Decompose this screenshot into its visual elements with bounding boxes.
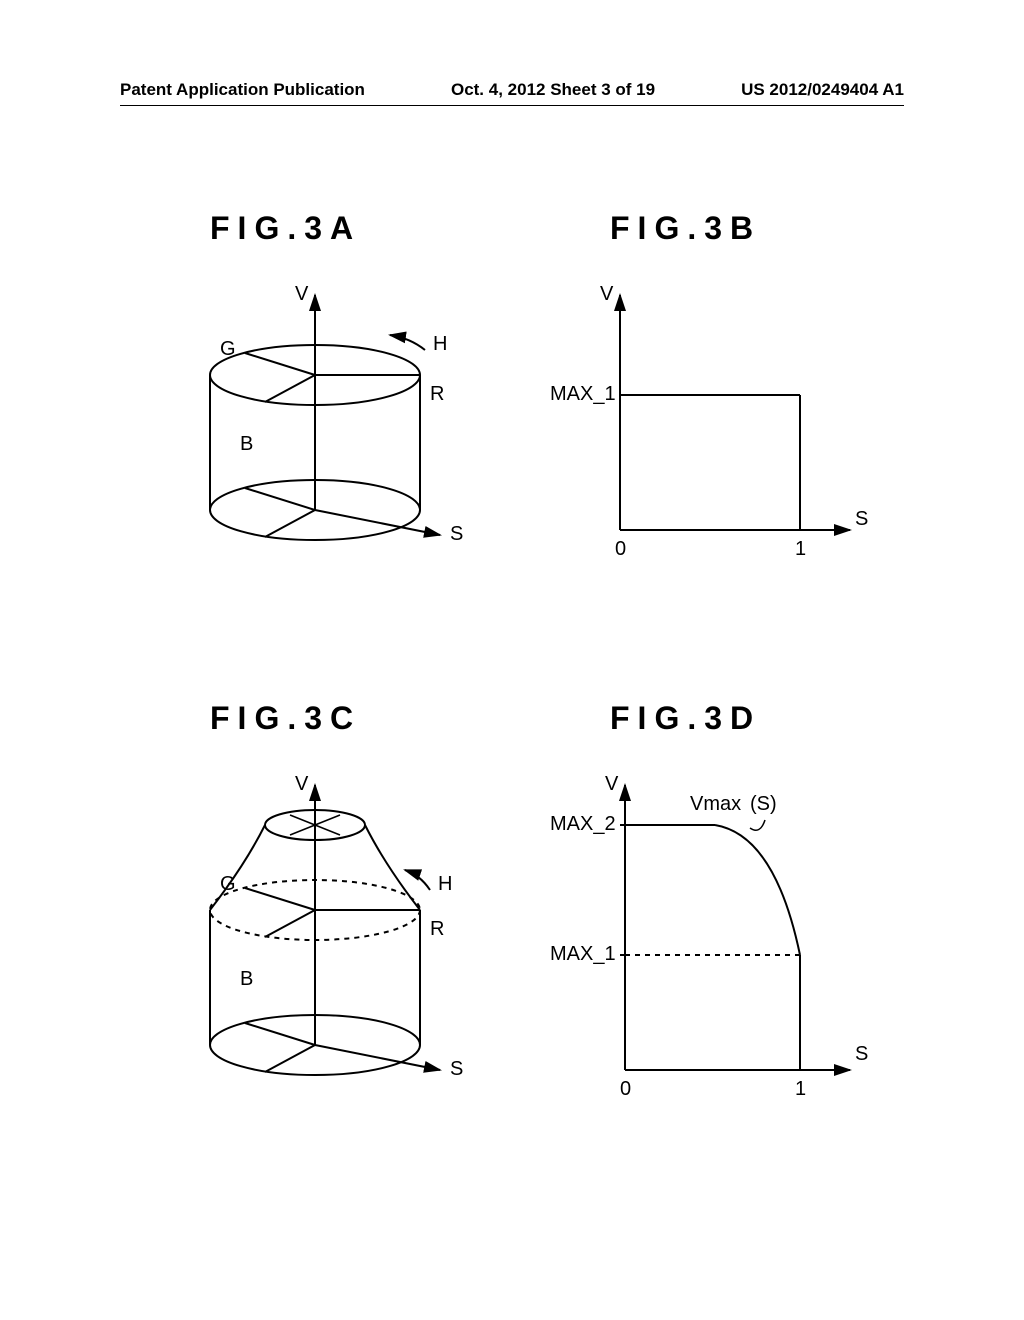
label-h: H xyxy=(433,333,447,355)
label-vmax-s: (S) xyxy=(750,793,777,815)
fig-3c-panel: V S H R G B xyxy=(150,770,480,1110)
fig-3d-title: FIG.3D xyxy=(610,700,761,737)
axis-s-label: S xyxy=(855,1043,868,1065)
fig-3b-title: FIG.3B xyxy=(610,210,761,247)
label-b: B xyxy=(240,433,253,455)
label-max2: MAX_2 xyxy=(550,813,616,835)
page-header: Patent Application Publication Oct. 4, 2… xyxy=(0,80,1024,100)
label-max1: MAX_1 xyxy=(550,943,616,965)
label-1: 1 xyxy=(795,1078,806,1100)
header-rule xyxy=(120,105,904,106)
label-0: 0 xyxy=(620,1078,631,1100)
axis-v-label: V xyxy=(605,773,619,795)
fig-3a-title: FIG.3A xyxy=(210,210,361,247)
axis-s-label: S xyxy=(450,1058,463,1080)
label-b: B xyxy=(240,968,253,990)
axis-v-label: V xyxy=(295,283,309,305)
label-g: G xyxy=(220,873,236,895)
label-0: 0 xyxy=(615,538,626,560)
header-left: Patent Application Publication xyxy=(120,80,365,100)
fig-3d-panel: V S Vmax (S) MAX_2 MAX_1 0 1 xyxy=(550,770,880,1110)
axis-v-label: V xyxy=(600,283,614,305)
header-right: US 2012/0249404 A1 xyxy=(741,80,904,100)
label-max1: MAX_1 xyxy=(550,383,616,405)
header-center: Oct. 4, 2012 Sheet 3 of 19 xyxy=(451,80,655,100)
axis-s-label: S xyxy=(450,523,463,545)
label-r: R xyxy=(430,383,444,405)
fig-3a-panel: V S H R G B xyxy=(150,280,480,580)
fig-3c-title: FIG.3C xyxy=(210,700,361,737)
fig-3b-panel: V S MAX_1 0 1 xyxy=(550,280,880,580)
label-g: G xyxy=(220,338,236,360)
label-r: R xyxy=(430,918,444,940)
label-h: H xyxy=(438,873,452,895)
label-1: 1 xyxy=(795,538,806,560)
axis-v-label: V xyxy=(295,773,309,795)
axis-s-label: S xyxy=(855,508,868,530)
label-vmax: Vmax xyxy=(690,793,741,815)
